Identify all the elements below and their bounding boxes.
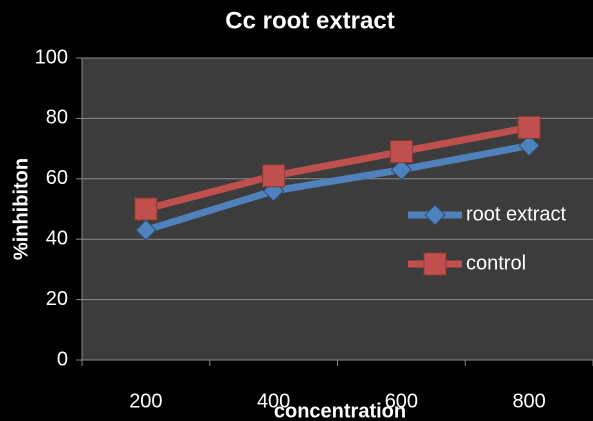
y-tick-label: 0 <box>57 348 68 370</box>
series-line <box>144 124 530 213</box>
series-layer <box>134 115 541 241</box>
chart-title: Cc root extract <box>225 7 394 34</box>
data-point <box>390 159 413 181</box>
data-point <box>389 140 413 164</box>
x-tick-label: 400 <box>257 390 290 412</box>
series-line <box>144 142 530 234</box>
data-point <box>517 115 541 139</box>
y-axis-label: %inhibiton <box>10 158 32 260</box>
plot-area <box>82 58 593 360</box>
data-point <box>135 219 157 241</box>
grid: 0 20 40 60 80 100 200 400 600 800 <box>35 46 593 412</box>
data-point <box>518 134 540 157</box>
data-point <box>134 197 158 221</box>
legend-marker <box>423 252 447 276</box>
y-tick-label: 100 <box>35 46 68 68</box>
y-tick-label: 80 <box>46 107 68 129</box>
y-tick-label: 40 <box>46 227 68 249</box>
legend-label: control <box>466 252 526 274</box>
data-point <box>262 164 286 188</box>
y-tick-label: 20 <box>46 288 68 310</box>
x-axis-label: concentration <box>274 400 406 421</box>
x-tick-label: 800 <box>512 390 545 412</box>
legend: root extract control <box>408 203 566 276</box>
legend-label: root extract <box>466 203 566 225</box>
y-tick-label: 60 <box>46 167 68 189</box>
legend-marker <box>424 204 446 226</box>
x-tick-label: 600 <box>385 390 418 412</box>
x-tick-label: 200 <box>129 390 162 412</box>
